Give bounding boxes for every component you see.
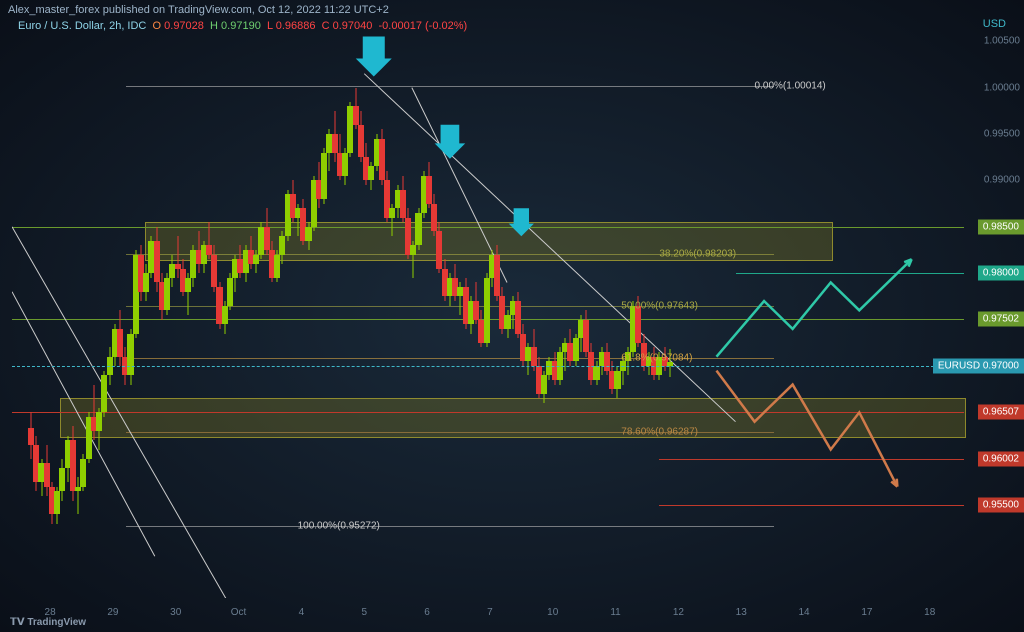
chart-container[interactable]: Alex_master_forex published on TradingVi… bbox=[0, 0, 1024, 632]
x-tick-label: 6 bbox=[424, 607, 430, 618]
current-price-line bbox=[12, 366, 964, 367]
x-tick-label: 7 bbox=[487, 607, 493, 618]
x-tick-label: 29 bbox=[107, 607, 118, 618]
symbol-pair: Euro / U.S. Dollar, 2h, IDC bbox=[18, 20, 146, 32]
projection-path bbox=[716, 259, 911, 356]
y-tick-label: 1.00000 bbox=[984, 82, 1020, 93]
x-tick-label: 30 bbox=[170, 607, 181, 618]
y-tick-label: 1.00500 bbox=[984, 36, 1020, 47]
x-tick-label: 5 bbox=[361, 607, 367, 618]
x-tick-label: 4 bbox=[299, 607, 305, 618]
x-tick-label: 10 bbox=[547, 607, 558, 618]
x-tick-label: Oct bbox=[231, 607, 247, 618]
x-tick-label: 11 bbox=[610, 607, 620, 618]
x-tick-label: 13 bbox=[736, 607, 747, 618]
price-axis-tag: 0.98500 bbox=[978, 219, 1024, 234]
x-tick-label: 12 bbox=[673, 607, 684, 618]
ohlc-change: -0.00017 (-0.02%) bbox=[379, 20, 468, 32]
price-axis-tag: 0.96507 bbox=[978, 404, 1024, 419]
projection-path bbox=[716, 371, 897, 487]
fib-level-label: 0.00%(1.00014) bbox=[755, 81, 826, 92]
ohlc-high: 0.97190 bbox=[221, 20, 261, 32]
plot-area[interactable]: 0.00%(1.00014) 38.20%(0.98203) 50.00%(0.97… bbox=[12, 18, 964, 598]
x-tick-label: 18 bbox=[924, 607, 935, 618]
ohlc-low: 0.96886 bbox=[276, 20, 316, 32]
ohlc-open: 0.97028 bbox=[164, 20, 204, 32]
fib-level-label: 38.20%(0.98203) bbox=[659, 249, 736, 260]
x-tick-label: 14 bbox=[799, 607, 810, 618]
x-tick-label: 17 bbox=[861, 607, 872, 618]
x-axis[interactable]: 282930Oct456710111213141718 bbox=[12, 602, 964, 618]
ohlc-close: 0.97040 bbox=[333, 20, 373, 32]
price-axis-tag: 0.95500 bbox=[978, 498, 1024, 513]
y-tick-label: 0.99000 bbox=[984, 175, 1020, 186]
fib-level-label: 61.8%(0.97084) bbox=[621, 353, 692, 364]
fib-level-label: 78.60%(0.96287) bbox=[621, 427, 698, 438]
price-axis-tag: 0.97502 bbox=[978, 312, 1024, 327]
publish-header: Alex_master_forex published on TradingVi… bbox=[8, 4, 389, 16]
price-axis-tag: 0.96002 bbox=[978, 451, 1024, 466]
fib-level-label: 100.00%(0.95272) bbox=[298, 521, 380, 532]
price-axis-tag: EURUSD 0.97000 bbox=[933, 359, 1024, 374]
fib-level-label: 50.00%(0.97643) bbox=[621, 301, 698, 312]
tradingview-logo: 𝗧𝗩 TradingView bbox=[10, 617, 86, 628]
price-axis-tag: 0.98000 bbox=[978, 266, 1024, 281]
y-tick-label: 0.99500 bbox=[984, 129, 1020, 140]
symbol-info: Euro / U.S. Dollar, 2h, IDC O 0.97028 H … bbox=[18, 20, 467, 32]
